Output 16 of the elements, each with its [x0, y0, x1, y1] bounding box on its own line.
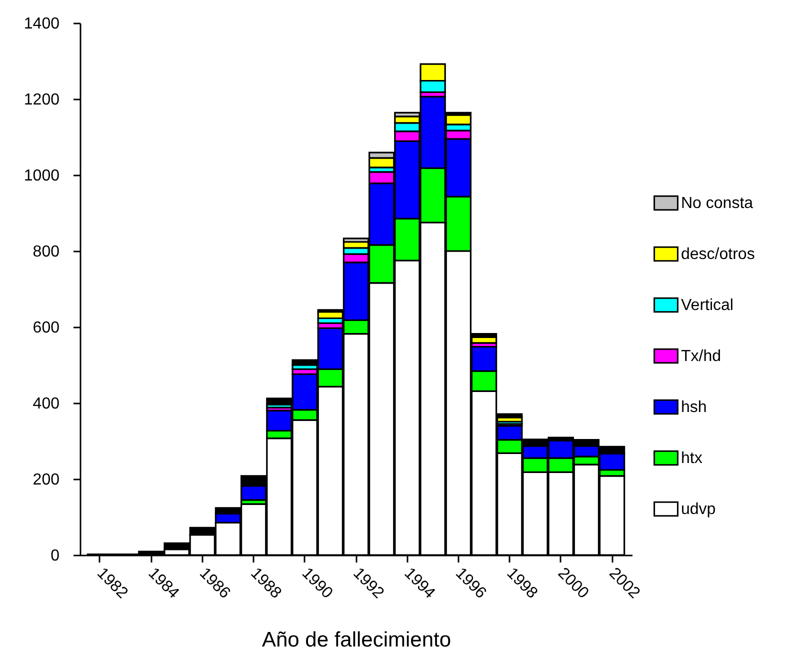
y-tick-label: 1200: [24, 92, 60, 108]
y-tick-label: 800: [32, 244, 60, 260]
legend-label: Vertical: [681, 297, 734, 314]
legend-label: No consta: [681, 195, 754, 212]
x-axis-title: Año de fallecimiento: [262, 628, 452, 652]
y-tick-label: 400: [32, 396, 60, 412]
y-tick-label: 200: [32, 472, 60, 488]
legend-label: htx: [681, 450, 702, 467]
legend-label: desc/otros: [681, 246, 755, 263]
legend-label: Tx/hd: [681, 348, 722, 365]
legend-label: hsh: [681, 399, 707, 416]
y-tick-label: 600: [32, 320, 60, 336]
y-tick-label: 0: [50, 548, 60, 564]
y-tick-label: 1000: [24, 168, 60, 184]
y-tick-label: 1400: [24, 16, 60, 32]
legend-label: udvp: [681, 501, 716, 518]
